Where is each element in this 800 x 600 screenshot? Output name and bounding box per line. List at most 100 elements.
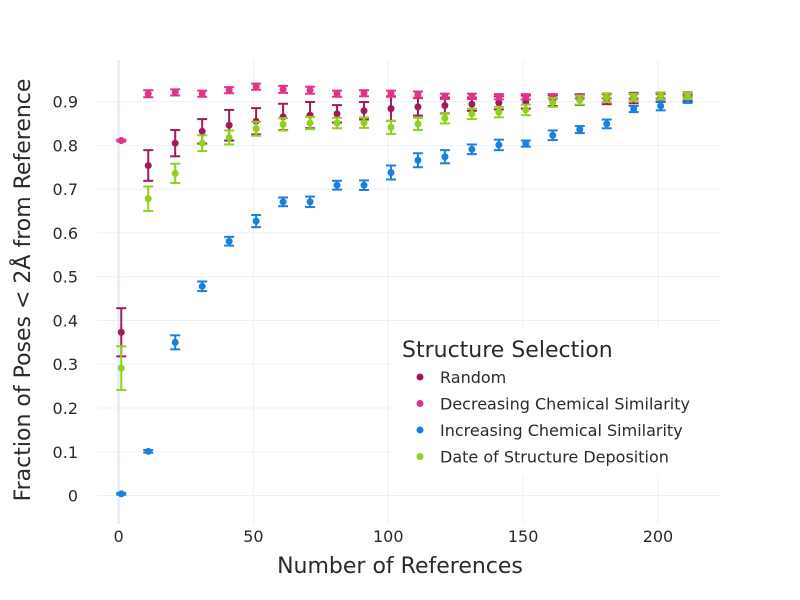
data-point bbox=[117, 490, 125, 498]
y-tick-labels: 0 0.1 0.2 0.3 0.4 0.5 0.6 0.7 0.8 0.9 bbox=[53, 93, 78, 506]
y-tick-label: 0.9 bbox=[53, 93, 78, 112]
data-point bbox=[522, 140, 530, 148]
data-point bbox=[441, 102, 449, 110]
data-point bbox=[441, 153, 449, 161]
data-point bbox=[657, 102, 665, 110]
data-point bbox=[225, 86, 233, 94]
data-point bbox=[198, 90, 206, 98]
data-point bbox=[171, 88, 179, 96]
data-point bbox=[171, 338, 179, 346]
legend: Structure Selection Random Decreasing Che… bbox=[394, 330, 728, 475]
data-point bbox=[171, 169, 179, 177]
series-3 bbox=[116, 91, 693, 392]
data-point bbox=[522, 93, 530, 101]
data-point bbox=[468, 110, 476, 118]
data-point bbox=[414, 120, 422, 128]
data-point bbox=[144, 161, 152, 169]
data-point bbox=[522, 106, 530, 114]
data-point bbox=[630, 105, 638, 113]
series-layer bbox=[116, 82, 693, 498]
data-point bbox=[441, 114, 449, 122]
data-point bbox=[333, 119, 341, 127]
data-point bbox=[252, 83, 260, 91]
y-tick-label: 0 bbox=[68, 487, 78, 506]
x-tick-labels: 0 50 100 150 200 bbox=[113, 527, 673, 546]
data-point bbox=[549, 98, 557, 106]
data-point bbox=[171, 139, 179, 147]
x-tick-label: 150 bbox=[508, 527, 539, 546]
series-0 bbox=[116, 91, 693, 358]
data-point bbox=[198, 139, 206, 147]
data-point bbox=[117, 328, 125, 336]
legend-marker bbox=[416, 453, 424, 460]
x-tick-label: 200 bbox=[643, 527, 674, 546]
data-point bbox=[360, 107, 368, 115]
data-point bbox=[414, 103, 422, 111]
y-tick-label: 0.7 bbox=[53, 180, 78, 199]
series-2 bbox=[116, 94, 693, 498]
data-point bbox=[144, 447, 152, 455]
y-tick-label: 0.4 bbox=[53, 311, 78, 330]
data-point bbox=[333, 181, 341, 189]
data-point bbox=[387, 123, 395, 131]
data-point bbox=[576, 126, 584, 134]
data-point bbox=[495, 108, 503, 116]
data-point bbox=[414, 156, 422, 164]
data-point bbox=[333, 110, 341, 118]
data-point bbox=[387, 168, 395, 176]
data-point bbox=[198, 127, 206, 135]
data-point bbox=[333, 90, 341, 98]
y-tick-label: 0.3 bbox=[53, 355, 78, 374]
legend-label: Increasing Chemical Similarity bbox=[440, 421, 683, 440]
data-point bbox=[144, 195, 152, 203]
data-point bbox=[252, 125, 260, 133]
legend-items: Random Decreasing Chemical Similarity Incr… bbox=[416, 368, 690, 467]
y-tick-label: 0.1 bbox=[53, 443, 78, 462]
data-point bbox=[279, 85, 287, 93]
data-point bbox=[198, 282, 206, 290]
data-point bbox=[306, 119, 314, 127]
data-point bbox=[549, 131, 557, 139]
x-axis-title: Number of References bbox=[277, 554, 523, 579]
data-point bbox=[225, 121, 233, 129]
data-point bbox=[360, 89, 368, 97]
legend-title: Structure Selection bbox=[402, 338, 613, 363]
x-tick-label: 100 bbox=[373, 527, 404, 546]
data-point bbox=[468, 145, 476, 153]
y-tick-label: 0.6 bbox=[53, 224, 78, 243]
data-point bbox=[360, 181, 368, 189]
data-point bbox=[468, 92, 476, 100]
data-point bbox=[279, 198, 287, 206]
x-tick-label: 0 bbox=[113, 527, 123, 546]
y-tick-label: 0.8 bbox=[53, 136, 78, 155]
legend-label: Date of Structure Deposition bbox=[440, 448, 669, 467]
data-point bbox=[576, 96, 584, 104]
data-point bbox=[279, 120, 287, 128]
data-point bbox=[495, 93, 503, 101]
data-point bbox=[495, 141, 503, 149]
legend-marker bbox=[416, 400, 424, 407]
y-tick-label: 0.2 bbox=[53, 399, 78, 418]
data-point bbox=[441, 92, 449, 100]
data-point bbox=[495, 99, 503, 107]
data-point bbox=[144, 90, 152, 98]
legend-label: Decreasing Chemical Similarity bbox=[440, 395, 690, 414]
data-point bbox=[657, 92, 665, 100]
data-point bbox=[603, 120, 611, 128]
legend-marker bbox=[416, 373, 424, 381]
data-point bbox=[684, 92, 692, 100]
legend-background bbox=[394, 330, 728, 475]
data-point bbox=[117, 364, 125, 372]
data-point bbox=[225, 133, 233, 141]
data-point bbox=[387, 105, 395, 113]
data-point bbox=[468, 100, 476, 108]
x-tick-label: 50 bbox=[243, 527, 263, 546]
data-point bbox=[414, 91, 422, 99]
data-point bbox=[630, 93, 638, 101]
legend-label: Random bbox=[440, 368, 506, 387]
data-point bbox=[225, 237, 233, 245]
y-axis-title: Fraction of Poses < 2Å from Reference bbox=[9, 79, 36, 502]
data-point bbox=[603, 94, 611, 102]
legend-marker bbox=[416, 426, 424, 434]
